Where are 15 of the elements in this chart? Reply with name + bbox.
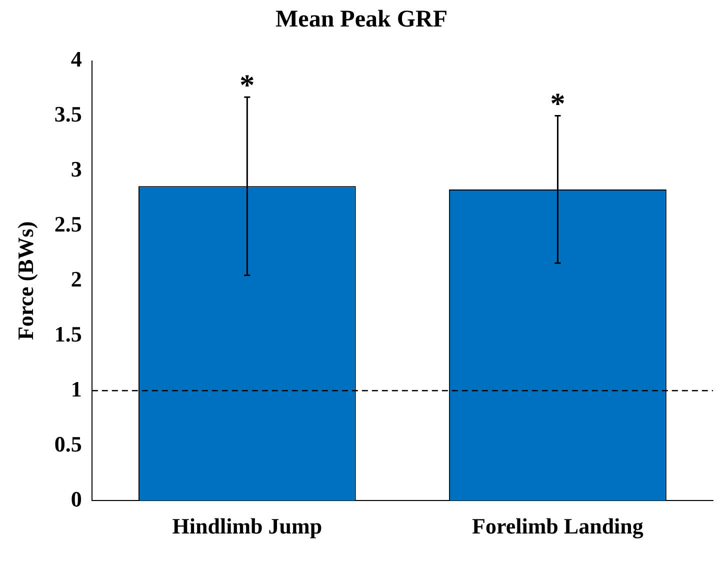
annotation: * (240, 68, 255, 102)
y-axis-title: Force (BWs) (12, 221, 38, 340)
annotation: * (550, 88, 566, 121)
y-tick-label: 3.5 (54, 101, 82, 126)
y-tick-label: 4 (70, 46, 82, 72)
x-tick-label: Forelimb Landing (472, 513, 644, 538)
y-tick-label: 2 (70, 266, 82, 292)
y-tick-label: 1.5 (54, 321, 82, 346)
y-tick-label: 0.5 (54, 431, 82, 456)
y-tick-label: 2.5 (54, 211, 82, 236)
y-tick-label: 0 (70, 486, 82, 512)
chart-title: Mean Peak GRF (276, 6, 448, 33)
y-tick-label: 3 (70, 156, 82, 182)
x-tick-label: Hindlimb Jump (172, 513, 322, 538)
y-tick-label: 1 (70, 376, 82, 402)
